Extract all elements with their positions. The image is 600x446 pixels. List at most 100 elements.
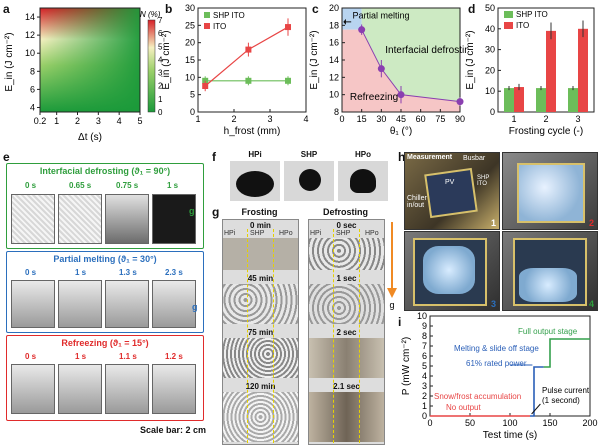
measurement-label: Measurement — [407, 154, 453, 161]
a-ytick-label: 6 — [30, 84, 35, 94]
a-ytick-label: 8 — [30, 66, 35, 76]
panel-label-d: d — [468, 2, 476, 16]
region-partial-melting — [342, 8, 362, 30]
data-point — [456, 98, 464, 106]
photo-number: 4 — [588, 299, 594, 309]
droplet-panel: HPi SHP HPo — [222, 150, 392, 202]
time-label: 2.1 sec — [333, 382, 360, 391]
a-xtick-label: 2 — [75, 116, 80, 126]
shp-ito-label: SHP ITO — [477, 175, 490, 187]
a-xlabel: Δt (s) — [78, 132, 102, 143]
legend-label: ITO — [213, 22, 226, 31]
power-trace — [530, 366, 544, 417]
ytick-label: 0 — [190, 107, 195, 117]
xtick-label: 200 — [582, 418, 597, 428]
frost-photo — [152, 194, 196, 244]
a-ylabel: E_in (J cm⁻²) — [4, 32, 15, 91]
ytick-label: 30 — [485, 45, 495, 55]
frosting-column: 0 min HPi SHP HPo 45 min 75 min 120 min — [222, 219, 299, 445]
a-xtick-label: 1 — [54, 116, 59, 126]
xtick-label: 2 — [231, 114, 236, 124]
annotation-label: Melting & slide off stage — [454, 344, 539, 353]
section-title: Refreezing (ϑ₁ = 15°) — [61, 338, 149, 348]
ytick-label: 10 — [185, 72, 195, 82]
data-point — [397, 91, 405, 99]
melting-photo — [58, 280, 102, 328]
xtick-label: 15 — [357, 114, 367, 124]
time-label: 0 s — [25, 352, 37, 361]
frost-photo — [58, 194, 102, 244]
photo-number: 3 — [490, 299, 496, 309]
droplet-label: HPo — [355, 150, 371, 159]
ylabel: E_in (J cm⁻²) — [161, 30, 172, 89]
droplet-photo-hpi — [230, 161, 280, 201]
bar — [536, 88, 546, 112]
legend-label: SHP ITO — [516, 10, 548, 19]
ytick-label: 12 — [329, 72, 339, 82]
frost-photo — [105, 194, 149, 244]
xtick-label: 90 — [455, 114, 465, 124]
zone-label: HPi — [224, 230, 236, 237]
zone-label: HPi — [310, 230, 322, 237]
defrost-strip — [309, 238, 384, 270]
frost-strip — [223, 392, 298, 442]
time-label: 2.3 s — [165, 268, 183, 277]
panel-label-c: c — [312, 2, 319, 16]
chiller-label: Chiller in/out — [407, 195, 427, 209]
gravity-label: g — [189, 206, 195, 216]
ytick-label: 10 — [329, 90, 339, 100]
ytick-label: 15 — [185, 55, 195, 65]
droplet-photo-shp — [284, 161, 334, 201]
refreezing-photo — [152, 364, 196, 414]
bar — [578, 28, 588, 112]
frost-strip — [223, 338, 298, 378]
time-label: 0 s — [25, 268, 37, 277]
ytick-label: 9 — [422, 321, 427, 331]
region-label: Refreezing — [350, 92, 398, 103]
section-interfacial-defrosting: Interfacial defrosting (ϑ₁ = 90°) 0 s 0.… — [6, 163, 204, 249]
time-label: 1.2 s — [165, 352, 183, 361]
defrost-strip — [309, 284, 384, 324]
chart-c: 0 15 30 45 60 75 90 8 10 12 14 16 18 20 θ₁ (°) E_in (J … — [309, 3, 468, 137]
data-point — [285, 24, 291, 31]
time-label: 1 s — [167, 181, 179, 190]
a-xtick-label: 3 — [96, 116, 101, 126]
annotation-label: Full output stage — [518, 327, 578, 336]
a-xtick-label: 5 — [137, 116, 142, 126]
zone-label: SHP — [336, 230, 351, 237]
time-label: 1.1 s — [119, 352, 137, 361]
legend-swatch — [204, 12, 210, 18]
ice-block — [519, 268, 577, 302]
data-point — [245, 46, 252, 53]
annotation-label: Pulse current — [542, 386, 590, 395]
defrost-strip — [309, 338, 384, 378]
boundary-line — [361, 29, 461, 103]
panel-label-b: b — [165, 2, 173, 16]
busbar-label: Busbar — [463, 155, 486, 162]
ytick-label: 0 — [422, 411, 427, 421]
a-ytick-label: 10 — [25, 48, 35, 58]
refreezing-photo — [11, 364, 55, 414]
ytick-label: 20 — [485, 65, 495, 75]
category-label: 2 — [543, 114, 548, 124]
panel-label-g: g — [212, 205, 220, 219]
a-ytick-label: 12 — [25, 30, 35, 40]
panel-label-e: e — [3, 150, 10, 164]
panel-label-f: f — [212, 150, 216, 164]
section-partial-melting: Partial melting (ϑ₁ = 30°) 0 s 1 s 1.3 s… — [6, 251, 204, 333]
droplet-label: HPi — [248, 150, 262, 159]
xlabel: Frosting cycle (-) — [509, 126, 583, 137]
ytick-label: 5 — [190, 90, 195, 100]
bar — [504, 88, 514, 112]
category-label: 1 — [511, 114, 516, 124]
ytick-label: 25 — [185, 20, 195, 30]
ytick-label: 20 — [329, 3, 339, 13]
section-title: Interfacial defrosting (ϑ₁ = 90°) — [39, 166, 171, 176]
annotation-label: No output — [446, 403, 481, 412]
xtick-label: 3 — [267, 114, 272, 124]
gravity-label: g — [192, 302, 198, 312]
setup-photo-4: 4 — [502, 231, 598, 311]
data-point — [285, 77, 291, 84]
